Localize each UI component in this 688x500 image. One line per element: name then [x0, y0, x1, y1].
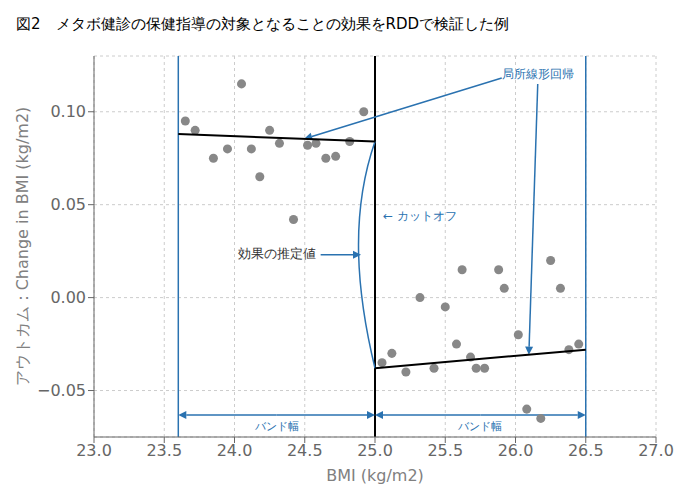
svg-text:効果の推定値: 効果の推定値	[238, 246, 316, 261]
svg-text:24.5: 24.5	[287, 441, 323, 460]
svg-text:−0.05: −0.05	[37, 381, 86, 400]
svg-text:バンド幅: バンド幅	[457, 420, 502, 433]
svg-text:23.5: 23.5	[146, 441, 182, 460]
svg-text:0.00: 0.00	[50, 288, 86, 307]
svg-text:23.0: 23.0	[76, 441, 112, 460]
svg-text:アウトカム：Change in BMI (kg/m2): アウトカム：Change in BMI (kg/m2)	[13, 107, 32, 387]
svg-text:バンド幅: バンド幅	[254, 420, 299, 433]
html-text:図2 メタボ健診の保健指導の対象となることの効果をRDDで検: 図2 メタボ健診の保健指導の対象となることの効果をRDDで検証した例	[16, 15, 510, 33]
svg-text:0.05: 0.05	[50, 195, 86, 214]
svg-text:25.5: 25.5	[427, 441, 463, 460]
svg-text:26.0: 26.0	[498, 441, 534, 460]
svg-text:24.0: 24.0	[217, 441, 253, 460]
svg-text:0.10: 0.10	[50, 102, 86, 121]
svg-text:25.0: 25.0	[357, 441, 393, 460]
svg-text:局所線形回帰: 局所線形回帰	[502, 67, 574, 81]
svg-text:BMI (kg/m2): BMI (kg/m2)	[326, 466, 424, 485]
svg-text:← カットオフ: ← カットオフ	[383, 209, 457, 223]
svg-text:27.0: 27.0	[638, 441, 674, 460]
svg-text:26.5: 26.5	[568, 441, 604, 460]
